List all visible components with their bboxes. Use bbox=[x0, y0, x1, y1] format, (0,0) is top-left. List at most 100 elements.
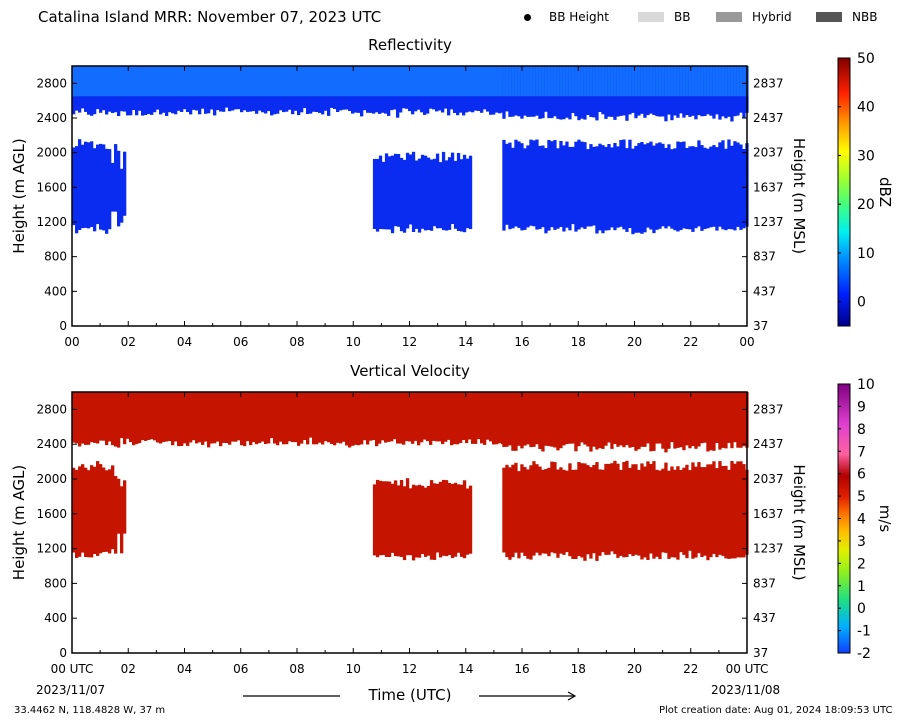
echo-column bbox=[396, 154, 401, 227]
echo-column bbox=[697, 140, 701, 227]
echo-column bbox=[649, 463, 653, 554]
echo-column bbox=[646, 392, 650, 444]
echo-column bbox=[571, 146, 575, 225]
echo-column bbox=[207, 392, 211, 448]
echo-column bbox=[520, 392, 524, 449]
echo-column bbox=[375, 392, 379, 447]
echo-top-band bbox=[553, 66, 557, 97]
echo-top-band bbox=[81, 66, 85, 97]
echo-top-band bbox=[661, 66, 665, 97]
colorbar-tick-label: 9 bbox=[857, 399, 866, 415]
echo-column bbox=[610, 463, 614, 552]
echo-column bbox=[529, 465, 533, 560]
echo-column bbox=[535, 139, 539, 230]
echo-column bbox=[520, 143, 524, 231]
echo-top-band bbox=[114, 66, 118, 97]
echo-top-band bbox=[571, 66, 575, 97]
echo-top-band bbox=[315, 66, 319, 97]
echo-column bbox=[526, 145, 530, 228]
echo-top-band bbox=[586, 66, 590, 97]
echo-column bbox=[336, 392, 340, 443]
echo-column bbox=[99, 143, 103, 230]
x-tick-label: 20 bbox=[627, 662, 642, 676]
echo-column bbox=[607, 463, 611, 555]
echo-column bbox=[502, 392, 506, 447]
echo-column bbox=[177, 392, 181, 447]
echo-column bbox=[435, 483, 440, 553]
echo-column bbox=[447, 483, 452, 556]
echo-column bbox=[538, 392, 542, 449]
echo-column bbox=[429, 392, 433, 445]
echo-column bbox=[562, 469, 566, 555]
echo-top-band bbox=[718, 66, 722, 97]
echo-column bbox=[249, 392, 253, 446]
echo-field bbox=[72, 392, 749, 561]
echo-top-band bbox=[640, 66, 644, 97]
echo-column bbox=[625, 460, 629, 557]
echo-top-band bbox=[462, 66, 466, 97]
echo-column bbox=[502, 139, 506, 231]
echo-column bbox=[514, 392, 518, 451]
echo-top-band bbox=[520, 66, 524, 97]
echo-column bbox=[483, 392, 487, 445]
echo-column bbox=[495, 392, 499, 445]
x-tick-label: 00 UTC bbox=[51, 662, 94, 676]
echo-top-band bbox=[742, 66, 746, 97]
echo-column bbox=[384, 481, 389, 557]
echo-top-band bbox=[616, 66, 620, 97]
y-tick-label: 400 bbox=[44, 611, 67, 625]
echo-column bbox=[679, 142, 683, 231]
echo-top-band bbox=[162, 66, 166, 97]
echo-column bbox=[646, 143, 650, 228]
echo-column bbox=[661, 392, 665, 449]
echo-top-band bbox=[526, 66, 530, 97]
echo-column bbox=[96, 461, 100, 556]
echo-top-band bbox=[75, 66, 79, 97]
echo-column bbox=[438, 481, 443, 558]
echo-column bbox=[240, 392, 244, 446]
echo-top-band bbox=[547, 66, 551, 97]
colorbar-tick-label: -1 bbox=[857, 624, 871, 640]
legend-label: BB bbox=[674, 10, 691, 24]
echo-column bbox=[505, 464, 509, 558]
echo-region bbox=[502, 392, 749, 453]
echo-column bbox=[174, 392, 178, 442]
echo-top-band bbox=[153, 66, 157, 97]
echo-column bbox=[456, 392, 460, 445]
echo-column bbox=[622, 462, 626, 558]
echo-column bbox=[676, 392, 680, 448]
echo-top-band bbox=[225, 66, 229, 97]
echo-column bbox=[243, 392, 247, 447]
date-start: 2023/11/07 bbox=[36, 683, 106, 697]
echo-column bbox=[586, 465, 590, 555]
echo-column bbox=[670, 392, 674, 443]
echo-column bbox=[649, 141, 653, 230]
echo-top-band bbox=[691, 66, 695, 97]
y-tick-label-right: 1237 bbox=[753, 215, 784, 229]
echo-column bbox=[658, 392, 662, 444]
echo-column bbox=[144, 392, 148, 441]
echo-column bbox=[375, 158, 380, 232]
echo-top-band bbox=[141, 66, 145, 97]
echo-top-band bbox=[318, 66, 322, 97]
echo-column bbox=[511, 464, 515, 558]
echo-top-band bbox=[483, 66, 487, 97]
echo-top-band bbox=[84, 66, 88, 97]
echo-column bbox=[210, 392, 214, 444]
echo-column bbox=[658, 142, 662, 229]
echo-column bbox=[574, 392, 578, 452]
echo-column bbox=[354, 392, 358, 445]
echo-column bbox=[607, 144, 611, 231]
echo-column bbox=[414, 485, 419, 558]
echo-top-band bbox=[703, 66, 707, 97]
echo-top-band bbox=[267, 66, 271, 97]
echo-column bbox=[372, 484, 377, 556]
echo-column bbox=[532, 140, 536, 227]
y-axis-label-right: Height (m MSL) bbox=[790, 138, 808, 254]
echo-column bbox=[390, 155, 395, 234]
echo-column bbox=[225, 392, 229, 443]
echo-region bbox=[72, 392, 505, 448]
echo-top-band bbox=[363, 66, 367, 97]
echo-column bbox=[736, 461, 740, 558]
